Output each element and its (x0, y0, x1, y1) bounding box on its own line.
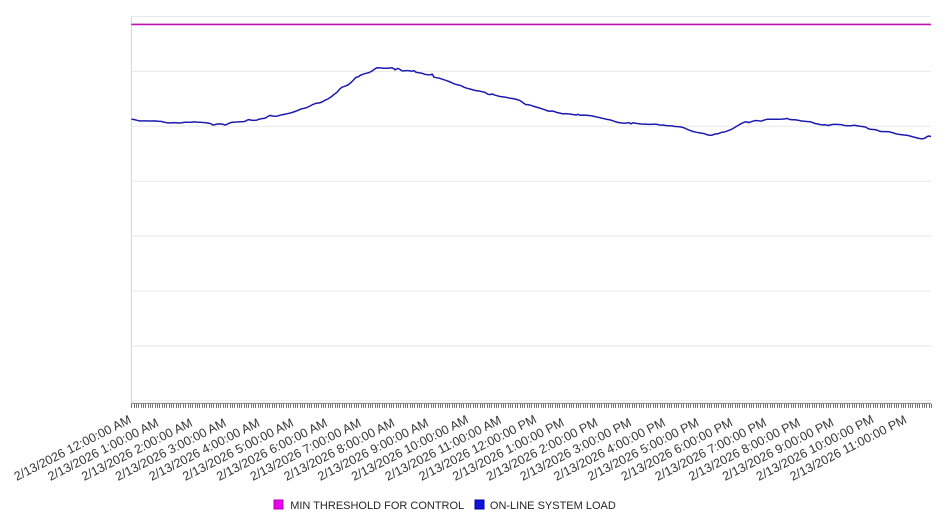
svg-text:ON-LINE SYSTEM LOAD: ON-LINE SYSTEM LOAD (490, 500, 616, 512)
svg-text:MIN THRESHOLD FOR CONTROL: MIN THRESHOLD FOR CONTROL (290, 500, 464, 512)
